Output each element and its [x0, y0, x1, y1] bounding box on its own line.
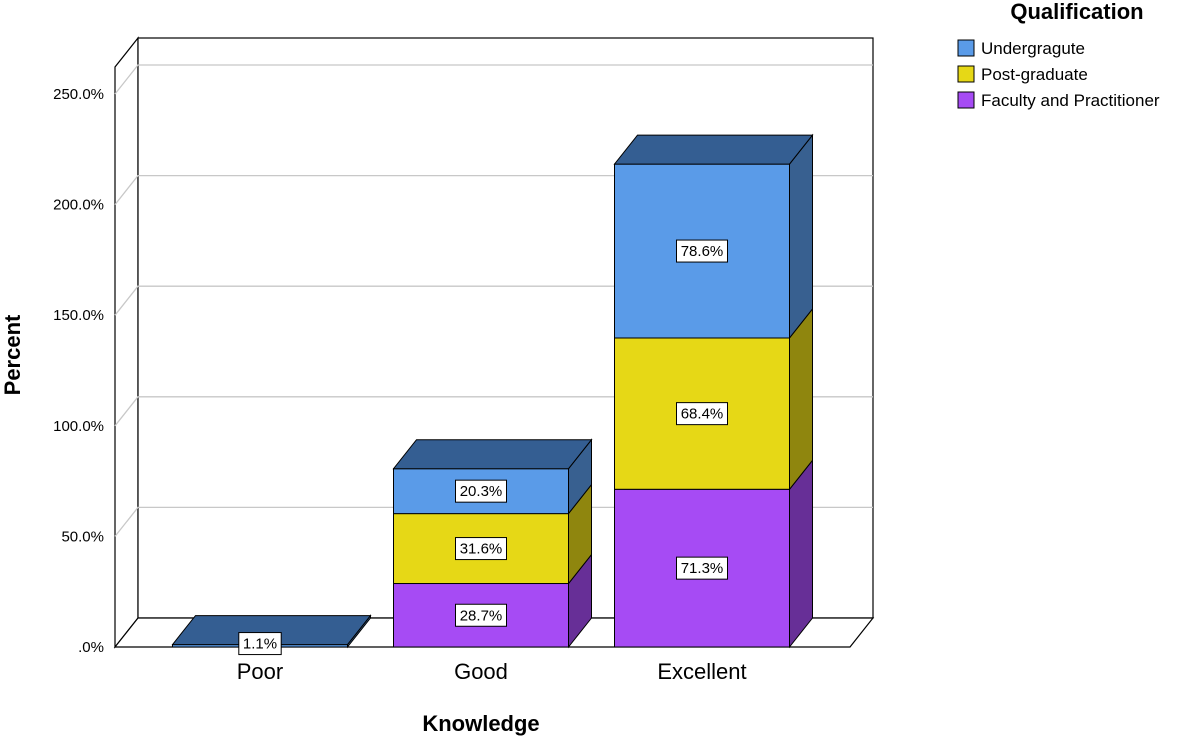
grid-line: [114, 64, 873, 95]
y-tick-label: .0%: [78, 639, 104, 656]
legend-label: Undergragute: [981, 39, 1085, 58]
x-tick-label: Poor: [237, 659, 283, 684]
data-label-box: [455, 479, 507, 503]
data-label: 28.7%: [455, 603, 507, 627]
data-label-text: 68.4%: [681, 406, 724, 423]
legend-title: Qualification: [1010, 0, 1143, 24]
bar-side: [789, 133, 813, 340]
data-label-text: 1.1%: [243, 636, 277, 653]
data-label-box: [455, 537, 507, 561]
bar-top: [171, 615, 372, 646]
y-axis-ticks: .0% 50.0% 100.0% 150.0% 200.0% 250.0%: [53, 86, 104, 656]
data-label-text: 78.6%: [681, 243, 724, 260]
data-label-box: [676, 402, 728, 426]
bar-top: [392, 439, 593, 470]
data-label-text: 71.3%: [681, 560, 724, 577]
legend-swatch: [957, 39, 975, 57]
data-label-text: 20.3%: [460, 483, 503, 500]
data-label-box: [676, 239, 728, 263]
data-label: 68.4%: [676, 402, 728, 426]
y-axis-title: Percent: [0, 314, 25, 395]
x-axis-ticks: Poor Good Excellent: [237, 659, 747, 684]
data-label-text: 28.7%: [460, 607, 503, 624]
bar-side: [789, 307, 813, 491]
left-wall: [114, 36, 139, 649]
legend-item: Post-graduate: [957, 65, 1088, 84]
y-tick-label: 50.0%: [61, 528, 104, 545]
legend-swatch: [957, 91, 975, 109]
y-tick-label: 200.0%: [53, 197, 104, 214]
y-tick-label: 100.0%: [53, 418, 104, 435]
y-tick-label: 250.0%: [53, 86, 104, 103]
x-axis-title: Knowledge: [422, 711, 539, 736]
data-label-box: [676, 556, 728, 580]
y-tick-label: 150.0%: [53, 307, 104, 324]
legend-swatch: [957, 65, 975, 83]
bar-top: [613, 134, 814, 165]
x-tick-label: Good: [454, 659, 508, 684]
x-tick-label: Excellent: [657, 659, 746, 684]
data-label: 20.3%: [455, 479, 507, 503]
legend-label: Faculty and Practitioner: [981, 91, 1160, 110]
data-label: 1.1%: [238, 632, 282, 656]
data-label: 31.6%: [455, 537, 507, 561]
data-label: 78.6%: [676, 239, 728, 263]
data-label-box: [238, 632, 282, 656]
legend-label: Post-graduate: [981, 65, 1088, 84]
legend: Qualification Undergragute Post-graduate F…: [957, 0, 1160, 110]
data-label-box: [455, 603, 507, 627]
legend-item: Undergragute: [957, 39, 1085, 58]
data-labels: 1.1% 28.7% 31.6% 20.3% 71.3% 68.4% 78.6%: [238, 239, 728, 656]
data-label-text: 31.6%: [460, 541, 503, 558]
bar-side: [789, 458, 813, 649]
legend-item: Faculty and Practitioner: [957, 91, 1160, 110]
data-label: 71.3%: [676, 556, 728, 580]
bars: [171, 133, 814, 649]
